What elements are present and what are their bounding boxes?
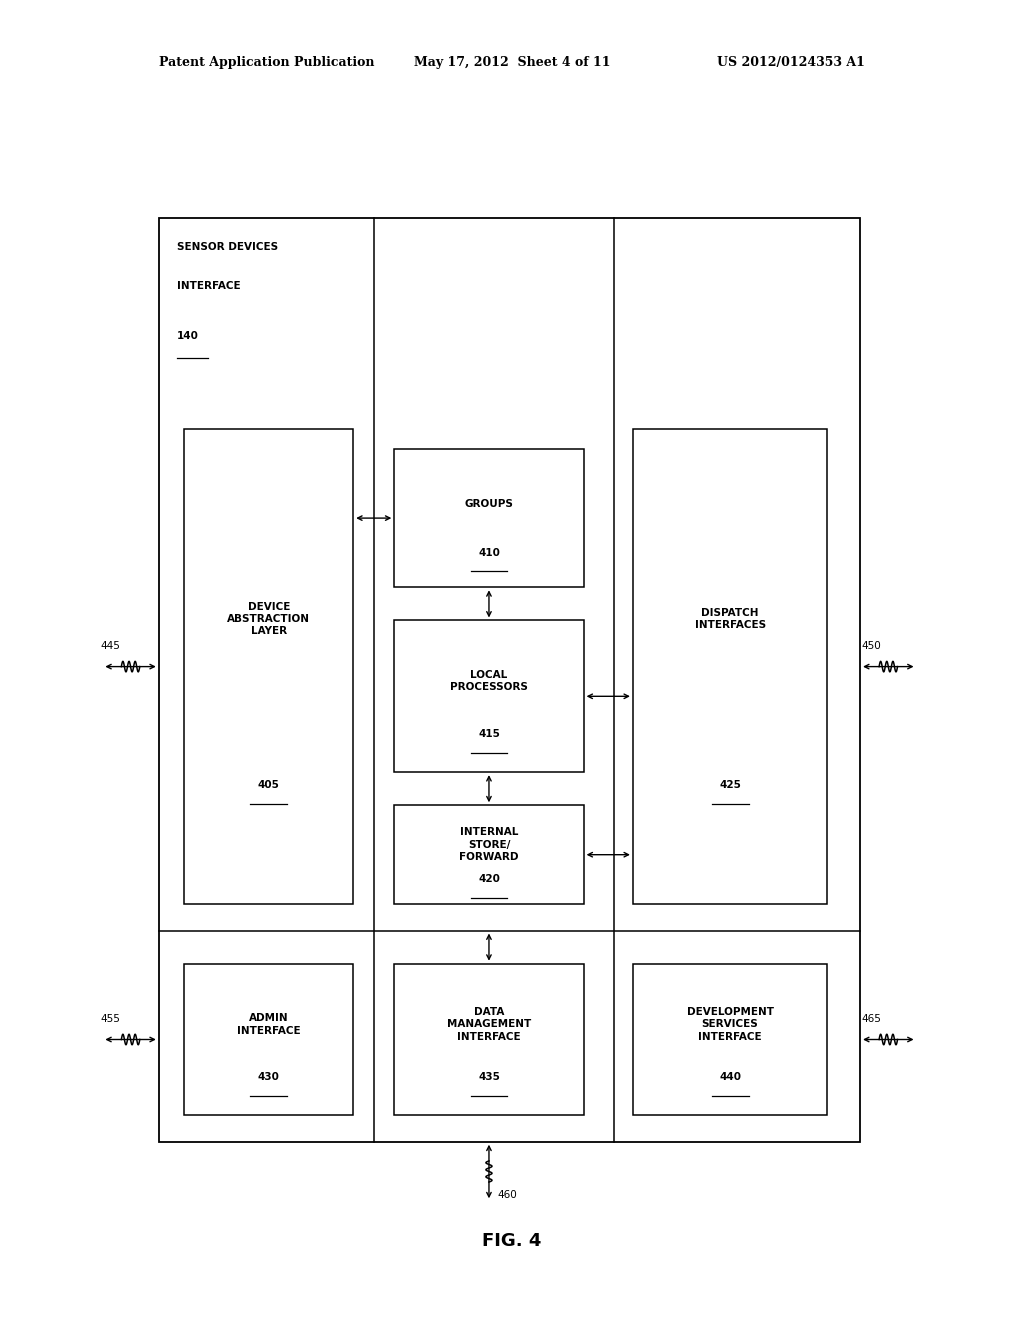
Bar	[394, 964, 584, 1115]
Text: 140: 140	[177, 331, 199, 342]
Bar	[394, 805, 584, 904]
Text: 405: 405	[258, 780, 280, 791]
Text: 445: 445	[100, 640, 120, 651]
Text: Patent Application Publication: Patent Application Publication	[159, 55, 374, 69]
Text: DATA
MANAGEMENT
INTERFACE: DATA MANAGEMENT INTERFACE	[446, 1007, 531, 1041]
Text: US 2012/0124353 A1: US 2012/0124353 A1	[718, 55, 865, 69]
Bar	[394, 620, 584, 772]
Text: 420: 420	[478, 874, 500, 884]
Text: 440: 440	[719, 1072, 741, 1082]
Text: 415: 415	[478, 729, 500, 739]
Text: LOCAL
PROCESSORS: LOCAL PROCESSORS	[450, 671, 528, 692]
Text: 430: 430	[258, 1072, 280, 1082]
Text: INTERNAL
STORE/
FORWARD: INTERNAL STORE/ FORWARD	[459, 828, 519, 862]
Text: 460: 460	[498, 1189, 517, 1200]
Bar	[394, 449, 584, 587]
Text: DISPATCH
INTERFACES: DISPATCH INTERFACES	[694, 609, 766, 630]
Bar	[633, 964, 827, 1115]
Bar	[633, 429, 827, 904]
Text: 435: 435	[478, 1072, 500, 1082]
Bar	[184, 964, 353, 1115]
Text: DEVICE
ABSTRACTION
LAYER: DEVICE ABSTRACTION LAYER	[227, 602, 310, 636]
Bar	[184, 429, 353, 904]
Text: 450: 450	[861, 640, 881, 651]
Text: GROUPS: GROUPS	[465, 499, 513, 510]
Text: DEVELOPMENT
SERVICES
INTERFACE: DEVELOPMENT SERVICES INTERFACE	[687, 1007, 773, 1041]
Text: 455: 455	[100, 1014, 120, 1024]
Text: 425: 425	[719, 780, 741, 791]
Bar	[159, 218, 860, 1142]
Text: SENSOR DEVICES: SENSOR DEVICES	[177, 242, 279, 252]
Text: INTERFACE: INTERFACE	[177, 281, 241, 292]
Text: ADMIN
INTERFACE: ADMIN INTERFACE	[237, 1014, 301, 1035]
Text: 465: 465	[861, 1014, 881, 1024]
Text: May 17, 2012  Sheet 4 of 11: May 17, 2012 Sheet 4 of 11	[414, 55, 610, 69]
Text: FIG. 4: FIG. 4	[482, 1232, 542, 1250]
Text: 410: 410	[478, 548, 500, 558]
